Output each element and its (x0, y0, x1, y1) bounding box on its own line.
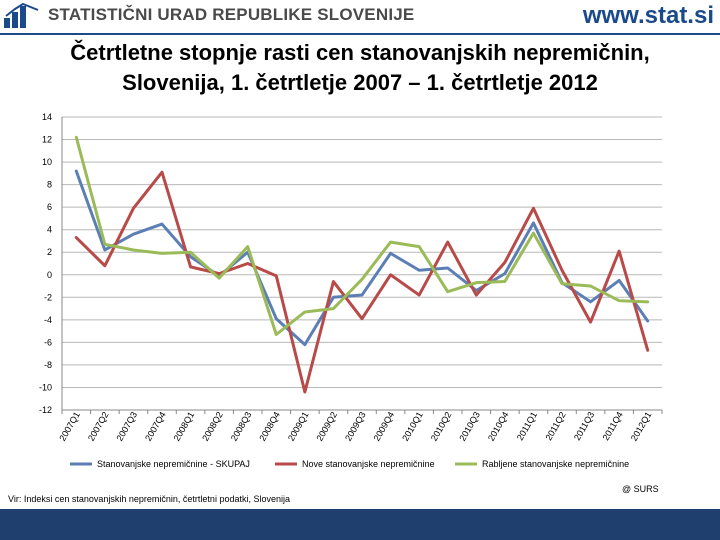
chart-title-line-2: Slovenija, 1. četrtletje 2007 – 1. četrt… (122, 70, 598, 95)
footer-bar (0, 509, 720, 540)
y-tick-label: -4 (44, 315, 52, 325)
x-tick-label: 2008Q1 (172, 410, 197, 443)
x-tick-label: 2008Q4 (257, 410, 282, 443)
header-divider (0, 33, 720, 35)
series-line-1 (74, 169, 650, 347)
y-tick-label: 6 (47, 202, 52, 212)
x-tick-label: 2010Q3 (457, 410, 482, 443)
credit-note: @ SURS (622, 484, 659, 494)
y-tick-label: 8 (47, 180, 52, 190)
header: STATISTIČNI URAD REPUBLIKE SLOVENIJE www… (0, 0, 720, 35)
y-tick-label: 4 (47, 225, 52, 235)
y-tick-label: 14 (42, 112, 52, 122)
series-line-2 (74, 170, 650, 394)
y-tick-label: -2 (44, 292, 52, 302)
legend-label: Stanovanjske nepremičnine - SKUPAJ (97, 459, 250, 469)
x-tick-label: 2012Q1 (629, 410, 654, 443)
x-tick-label: 2009Q2 (314, 410, 339, 443)
x-tick-label: 2008Q2 (200, 410, 225, 443)
x-tick-label: 2011Q3 (572, 410, 596, 442)
x-tick-label: 2007Q4 (143, 410, 168, 443)
y-tick-label: -12 (39, 405, 52, 415)
x-tick-label: 2011Q4 (601, 410, 625, 442)
y-tick-label: 12 (42, 135, 52, 145)
x-tick-label: 2007Q2 (86, 410, 111, 443)
y-tick-label: -8 (44, 360, 52, 370)
chart-title-line-1: Četrtletne stopnje rasti cen stanovanjsk… (70, 40, 650, 65)
y-tick-label: 10 (42, 157, 52, 167)
legend-label: Rabljene stanovanjske nepremičnine (482, 459, 629, 469)
series-line-3 (74, 135, 650, 336)
website-link[interactable]: www.stat.si (582, 2, 714, 29)
x-tick-label: 2009Q4 (372, 410, 397, 443)
chart-title: Četrtletne stopnje rasti cen stanovanjsk… (0, 38, 720, 98)
org-name: STATISTIČNI URAD REPUBLIKE SLOVENIJE (48, 5, 415, 24)
x-tick-label: 2007Q1 (57, 410, 82, 443)
x-tick-label: 2010Q1 (400, 410, 425, 443)
x-tick-label: 2007Q3 (114, 410, 139, 443)
y-tick-label: -10 (39, 382, 52, 392)
source-note: Vir: Indeksi cen stanovanjskih nepremičn… (8, 494, 290, 504)
x-tick-label: 2009Q1 (286, 410, 311, 443)
x-tick-label: 2009Q3 (343, 410, 368, 443)
x-tick-label: 2011Q1 (515, 410, 539, 442)
x-tick-label: 2008Q3 (229, 410, 254, 443)
y-tick-label: -6 (44, 337, 52, 347)
y-tick-label: 0 (47, 270, 52, 280)
x-tick-label: 2010Q2 (429, 410, 454, 443)
x-tick-label: 2011Q2 (543, 410, 567, 442)
y-tick-label: 2 (47, 247, 52, 257)
legend-label: Nove stanovanjske nepremičnine (302, 459, 435, 469)
surs-logo-icon (4, 2, 39, 28)
x-tick-label: 2010Q4 (486, 410, 511, 443)
